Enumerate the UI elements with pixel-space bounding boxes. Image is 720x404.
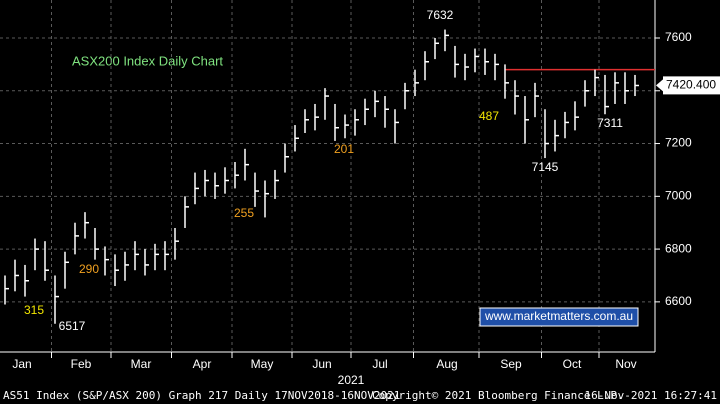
x-tick-label: Jul: [372, 357, 387, 371]
watermark: www.marketmatters.com.au: [484, 309, 633, 323]
annotation: 201: [334, 142, 354, 156]
y-tick-label: 7200: [665, 136, 692, 150]
y-tick-label: 7000: [665, 188, 692, 202]
y-tick-label: 6800: [665, 241, 692, 255]
annotation: 7311: [597, 116, 623, 130]
x-tick-label: Feb: [71, 357, 92, 371]
x-tick-label: Apr: [193, 357, 212, 371]
annotation: 7145: [532, 160, 559, 174]
last-price-box: [663, 76, 720, 95]
annotation: 487: [479, 109, 499, 123]
x-axis-label: 2021: [338, 373, 365, 387]
footer-mid: Copyright© 2021 Bloomberg Finance L.P.: [372, 389, 624, 402]
footer-right: 16-Nov-2021 16:27:41: [585, 389, 717, 402]
annotation: 7632: [427, 8, 454, 22]
y-tick-label: 7600: [665, 30, 692, 44]
y-tick-label: 6600: [665, 294, 692, 308]
x-tick-label: Nov: [615, 357, 636, 371]
x-tick-label: Mar: [131, 357, 152, 371]
x-tick-label: Oct: [563, 357, 582, 371]
annotation: 290: [79, 262, 99, 276]
x-tick-label: Aug: [436, 357, 457, 371]
x-tick-label: Jun: [312, 357, 331, 371]
x-tick-label: May: [251, 357, 274, 371]
x-tick-label: Jan: [12, 357, 31, 371]
annotation: 6517: [59, 319, 86, 333]
last-price-pointer: [656, 79, 663, 92]
footer-left: AS51 Index (S&P/ASX 200) Graph 217 Daily…: [3, 389, 400, 402]
x-tick-label: Sep: [500, 357, 522, 371]
chart-title: ASX200 Index Daily Chart: [72, 53, 223, 68]
watermark-box: [479, 307, 639, 327]
annotation: 255: [234, 206, 254, 220]
annotation: 315: [24, 303, 44, 317]
last-price-label: 7420.400: [666, 78, 716, 92]
